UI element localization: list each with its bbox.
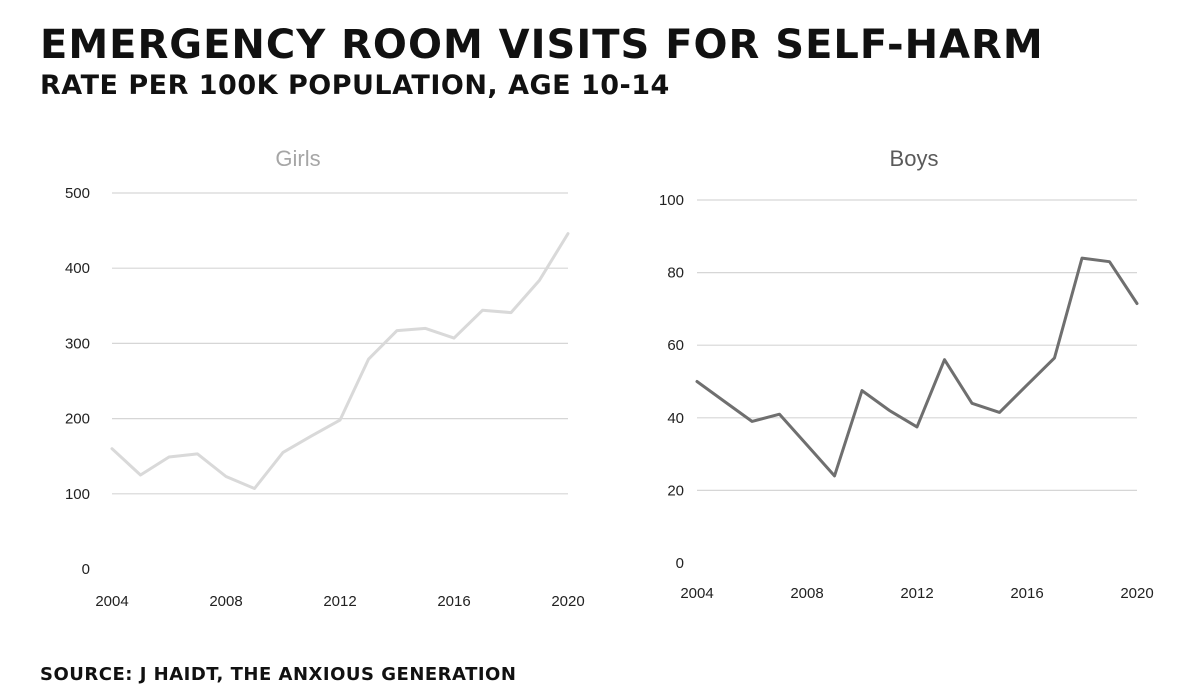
source-note: Source: J Haidt, The Anxious Generation — [40, 664, 517, 685]
boys-x-tick-label: 2012 — [900, 585, 933, 602]
girls-series — [110, 232, 570, 490]
boys-y-tick-label: 40 — [667, 410, 684, 427]
girls-series-line — [110, 232, 570, 490]
boys-x-tick-label: 2020 — [1120, 585, 1153, 602]
boys-panel-title: Boys — [890, 146, 939, 171]
girls-panel-title: Girls — [275, 146, 320, 171]
boys-x-tick-label: 2004 — [680, 585, 713, 602]
boys-y-tick-label: 0 — [676, 555, 684, 572]
girls-y-tick-label: 200 — [65, 411, 90, 428]
boys-y-ticks: 0 20 40 60 80 100 — [659, 192, 684, 572]
chart-subtitle: Rate per 100k population, age 10-14 — [40, 70, 670, 101]
boys-y-tick-label: 20 — [667, 482, 684, 499]
girls-y-tick-label: 500 — [65, 185, 90, 202]
girls-grid — [112, 192, 568, 495]
boys-chart: Boys 0 20 40 60 80 100 2004 2008 2012 2016 2020 — [659, 146, 1154, 602]
girls-y-tick-label: 400 — [65, 260, 90, 277]
girls-y-tick-label: 300 — [65, 335, 90, 352]
girls-y-tick-label: 100 — [65, 486, 90, 503]
girls-x-tick-label: 2020 — [551, 593, 584, 610]
girls-y-tick-label: 0 — [82, 561, 90, 578]
girls-x-tick-label: 2016 — [437, 593, 470, 610]
chart-title: Emergency room visits for self-harm — [40, 22, 1044, 68]
boys-x-tick-label: 2016 — [1010, 585, 1043, 602]
girls-y-ticks: 0 100 200 300 400 500 — [65, 185, 90, 578]
boys-y-tick-label: 80 — [667, 265, 684, 282]
girls-x-ticks: 2004 2008 2012 2016 2020 — [95, 593, 584, 610]
girls-x-tick-label: 2004 — [95, 593, 128, 610]
boys-y-tick-label: 60 — [667, 337, 684, 354]
boys-y-tick-label: 100 — [659, 192, 684, 209]
girls-x-tick-label: 2012 — [323, 593, 356, 610]
boys-grid — [697, 199, 1137, 491]
boys-series-line — [695, 256, 1139, 478]
boys-x-tick-label: 2008 — [790, 585, 823, 602]
girls-x-tick-label: 2008 — [209, 593, 242, 610]
boys-series — [695, 256, 1139, 478]
boys-x-ticks: 2004 2008 2012 2016 2020 — [680, 585, 1153, 602]
